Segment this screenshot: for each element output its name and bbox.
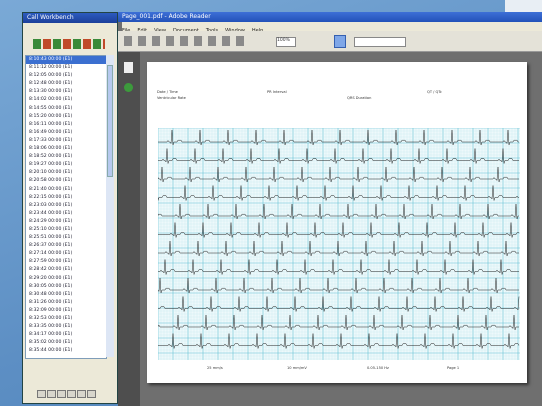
event-item[interactable]: 8:22:15 00:00 (E1) <box>29 194 73 200</box>
event-item[interactable]: 8:21:40 00:00 (E1) <box>29 186 73 192</box>
header-text: Date / Time <box>157 90 178 94</box>
zoom-box[interactable]: 100% <box>276 37 296 47</box>
footer-text: 10 mm/mV <box>287 366 307 370</box>
ecg-trace <box>158 222 519 238</box>
footer-text: Page 1 <box>447 366 460 370</box>
reader-title: Page_001.pdf - Adobe Reader <box>118 12 542 22</box>
event-item[interactable]: 8:26:37 00:00 (E1) <box>29 243 73 249</box>
footer-text: 25 mm/s <box>207 366 223 370</box>
playback-buttons[interactable] <box>37 383 97 402</box>
navigation-pane <box>118 52 140 406</box>
event-item[interactable]: 8:25:10 00:00 (E1) <box>29 226 73 232</box>
ecg-strip <box>158 128 520 360</box>
ecg-trace <box>158 148 519 164</box>
search-box[interactable] <box>354 37 406 47</box>
event-item[interactable]: 8:30:48 00:00 (E1) <box>29 291 73 297</box>
header-text: Ventricular Rate <box>157 96 186 100</box>
menu-bar: FileEditViewDocumentToolsWindowHelp <box>122 22 542 34</box>
toolbar-icons[interactable] <box>33 39 105 49</box>
event-item[interactable]: 8:16:49 00:00 (E1) <box>29 129 73 135</box>
window-title: Call Workbench <box>23 13 117 23</box>
header-text: QT / QTc <box>427 90 442 94</box>
ecg-trace <box>158 166 519 183</box>
event-list[interactable]: 8:10:43 00:00 (E1) 8:11:12 00:00 (E1) 8:12… <box>25 55 107 359</box>
ecg-trace <box>158 333 520 349</box>
event-item[interactable]: 8:20:10 00:00 (E1) <box>29 170 73 176</box>
event-item[interactable]: 8:16:11 00:00 (E1) <box>29 121 73 127</box>
event-item[interactable]: 8:14:02 00:00 (E1) <box>29 97 73 103</box>
event-item[interactable]: 8:24:29 00:00 (E1) <box>29 218 73 224</box>
header-text: QRS Duration <box>347 96 372 100</box>
scrollbar[interactable] <box>106 55 114 357</box>
event-item[interactable]: 8:12:05 00:00 (E1) <box>29 73 73 79</box>
event-item[interactable]: 8:34:17 00:00 (E1) <box>29 332 73 338</box>
reader-window: Page_001.pdf - Adobe Reader FileEditView… <box>118 12 542 406</box>
event-window: Call Workbench 8:10:43 00:00 (E1) 8:11:12… <box>22 12 118 404</box>
event-item[interactable]: 8:27:14 00:00 (E1) <box>29 251 73 257</box>
ecg-trace <box>158 240 519 257</box>
event-item[interactable]: 8:12:48 00:00 (E1) <box>29 81 73 87</box>
event-item[interactable]: 8:10:43 00:00 (E1) <box>26 56 106 65</box>
ecg-trace <box>158 277 519 294</box>
event-item[interactable]: 8:33:35 00:00 (E1) <box>29 324 73 330</box>
event-item[interactable]: 8:32:53 00:00 (E1) <box>29 316 73 321</box>
ecg-trace <box>158 129 519 146</box>
event-item[interactable]: 8:29:20 00:00 (E1) <box>29 275 73 281</box>
header-text: PR Interval <box>267 90 287 94</box>
event-item[interactable]: 8:18:52 00:00 (E1) <box>29 154 73 160</box>
event-item[interactable]: 8:19:27 00:00 (E1) <box>29 162 73 168</box>
footer-text: 0.05-150 Hz <box>367 366 389 370</box>
active-tool[interactable] <box>334 35 346 48</box>
event-item[interactable]: 8:15:20 00:00 (E1) <box>29 113 73 119</box>
event-item[interactable]: 8:28:42 00:00 (E1) <box>29 267 73 273</box>
event-item[interactable]: 8:13:30 00:00 (E1) <box>29 89 73 95</box>
event-item[interactable]: 8:32:09 00:00 (E1) <box>29 307 73 313</box>
event-item[interactable]: 8:20:58 00:00 (E1) <box>29 178 73 184</box>
event-item[interactable]: 8:14:55 00:00 (E1) <box>29 105 73 111</box>
pdf-page: Date / Time Ventricular Rate PR Interval QR… <box>147 62 527 383</box>
event-item[interactable]: 8:35:44 00:00 (E1) <box>29 348 73 354</box>
event-item[interactable]: 8:31:26 00:00 (E1) <box>29 299 73 305</box>
ecg-trace <box>158 314 519 331</box>
grid-background <box>158 128 520 360</box>
event-item[interactable]: 8:23:44 00:00 (E1) <box>29 210 73 216</box>
ecg-trace <box>158 259 519 275</box>
ecg-trace <box>158 185 519 201</box>
event-item[interactable]: 8:27:59 00:00 (E1) <box>29 259 73 265</box>
event-item[interactable]: 8:23:03 00:00 (E1) <box>29 202 73 208</box>
toolbar-icons[interactable] <box>124 36 244 46</box>
event-item[interactable]: 8:35:02 00:00 (E1) <box>29 340 73 346</box>
event-item[interactable]: 8:17:33 00:00 (E1) <box>29 137 73 143</box>
ecg-trace <box>158 296 520 312</box>
event-item[interactable]: 8:18:06 00:00 (E1) <box>29 146 73 152</box>
ecg-trace <box>158 203 519 220</box>
toolbar: 100% <box>118 31 542 52</box>
event-item[interactable]: 8:30:05 00:00 (E1) <box>29 283 73 289</box>
event-item[interactable]: 8:11:12 00:00 (E1) <box>29 65 73 71</box>
event-item[interactable]: 8:25:51 00:00 (E1) <box>29 235 73 241</box>
